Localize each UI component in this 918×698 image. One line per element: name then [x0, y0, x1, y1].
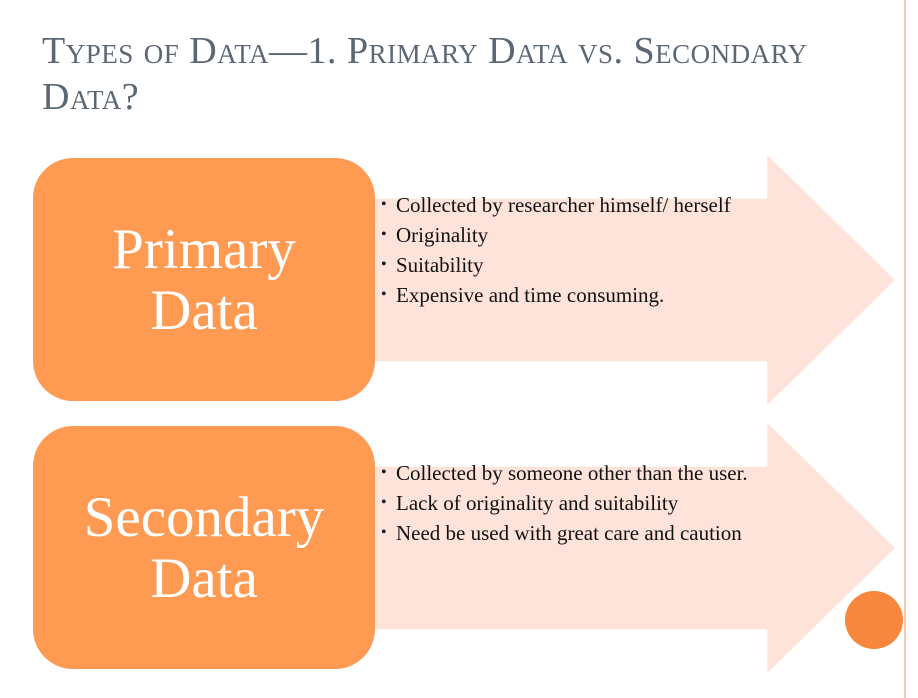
bullet-item: • Collected by someone other than the use…: [380, 461, 770, 485]
bullet-text: Originality: [396, 223, 489, 247]
secondary-data-bullet-list: • Collected by someone other than the use…: [380, 461, 770, 551]
bullet-text: Collected by researcher himself/ herself: [396, 193, 731, 217]
primary-data-bullet-list: • Collected by researcher himself/ hersel…: [380, 193, 770, 313]
bullet-item: • Originality: [380, 223, 770, 247]
bullet-dot-icon: •: [381, 226, 387, 243]
primary-data-label-line-1: Primary: [112, 217, 296, 281]
bullet-text: Collected by someone other than the user…: [396, 461, 748, 485]
decorative-circle-icon: [845, 591, 903, 649]
bullet-dot-icon: •: [381, 256, 387, 273]
bullet-dot-icon: •: [381, 286, 387, 303]
secondary-data-label-line-1: Secondary: [83, 485, 325, 549]
bullet-item: • Need be used with great care and cautio…: [380, 521, 770, 545]
bullet-item: • Collected by researcher himself/ hersel…: [380, 193, 770, 217]
secondary-data-label-line-2: Data: [150, 546, 258, 610]
slide-title: Types of Data—1. Primary Data vs. Second…: [42, 30, 808, 118]
bullet-text: Lack of originality and suitability: [396, 491, 679, 515]
secondary-data-box: Secondary Data: [33, 426, 375, 669]
bullet-dot-icon: •: [381, 524, 387, 541]
bullet-dot-icon: •: [381, 196, 387, 213]
primary-data-label-line-2: Data: [150, 278, 258, 342]
bullet-text: Expensive and time consuming.: [396, 283, 665, 307]
bullet-dot-icon: •: [381, 464, 387, 481]
bullet-item: • Expensive and time consuming.: [380, 283, 770, 307]
bullet-dot-icon: •: [381, 494, 387, 511]
bullet-item: • Suitability: [380, 253, 770, 277]
slide-right-border: [904, 0, 918, 698]
bullet-text: Suitability: [396, 253, 484, 277]
bullet-text: Need be used with great care and caution: [396, 521, 742, 545]
bullet-item: • Lack of originality and suitability: [380, 491, 770, 515]
primary-data-box: Primary Data: [33, 158, 375, 401]
